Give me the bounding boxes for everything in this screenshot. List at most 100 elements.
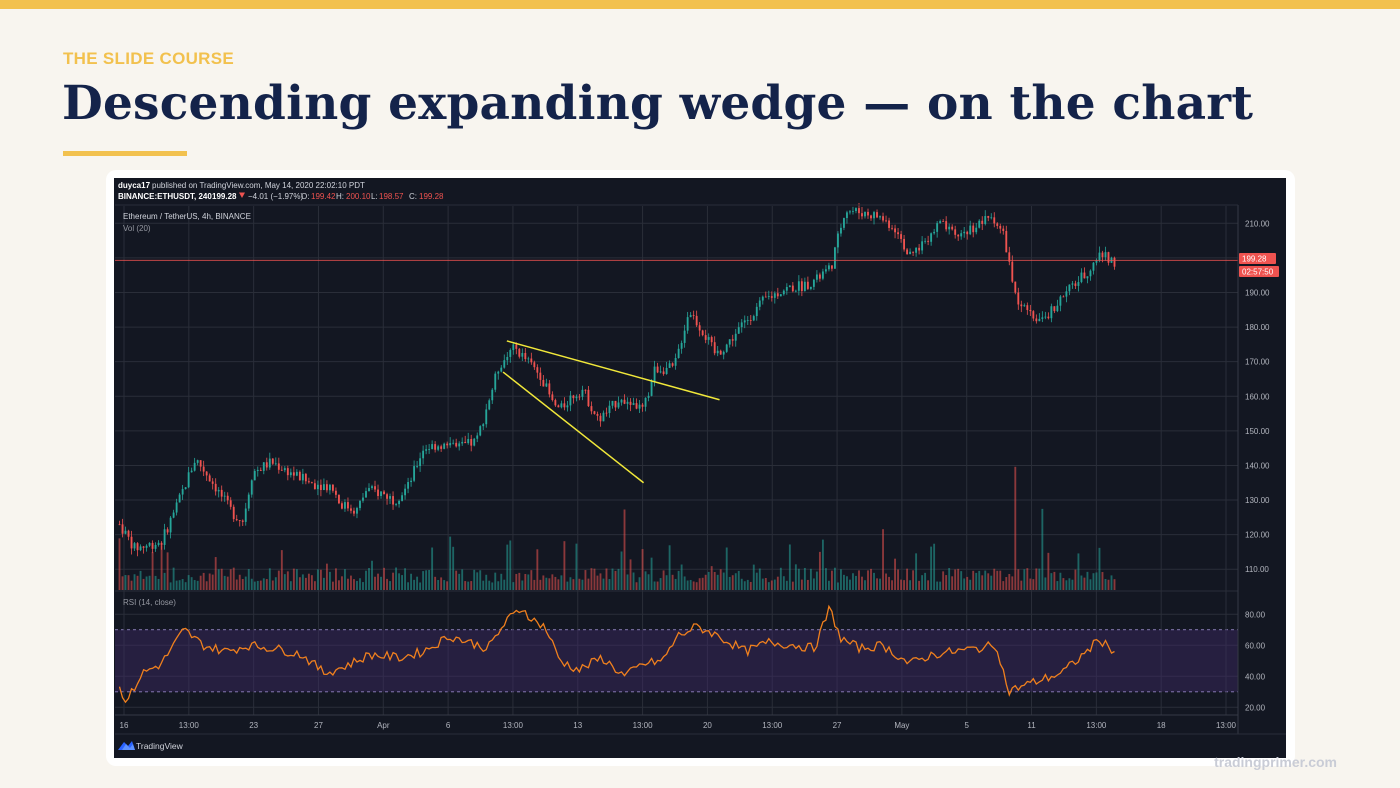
volume-bar <box>800 579 803 590</box>
volume-bar <box>344 569 346 590</box>
tradingview-logo-icon <box>118 741 135 750</box>
candle-body <box>374 486 376 490</box>
candle-body <box>178 494 181 503</box>
volume-bar <box>1083 577 1086 590</box>
volume-bar <box>797 568 800 590</box>
time-tick-label: 13:00 <box>1216 721 1237 730</box>
candle-body <box>196 460 199 463</box>
volume-bar <box>873 572 875 590</box>
volume-bar <box>843 574 845 590</box>
candle-body <box>812 279 815 287</box>
candle-body <box>951 226 954 230</box>
volume-bar <box>139 570 142 590</box>
volume-bar <box>446 581 449 590</box>
candle-body <box>268 458 271 468</box>
candle-body <box>1056 305 1059 312</box>
volume-bar <box>313 581 316 590</box>
candle-body <box>1044 316 1047 318</box>
time-tick-label: 5 <box>964 721 969 730</box>
volume-bar <box>1050 573 1053 590</box>
volume-bar <box>283 574 286 590</box>
volume-bar <box>542 575 545 590</box>
volume-bar <box>861 576 863 590</box>
candle-body <box>377 489 379 496</box>
volume-bar <box>722 572 725 590</box>
candle-body <box>635 403 638 409</box>
volume-bar <box>124 575 127 590</box>
candle-body <box>653 366 656 382</box>
candle-body <box>235 519 238 521</box>
price-tag-box <box>1239 253 1276 264</box>
candle-body <box>524 352 527 360</box>
candle-body <box>806 281 809 289</box>
candle-body <box>154 544 157 549</box>
candle-body <box>407 482 410 489</box>
volume-bar <box>885 573 887 590</box>
volume-bar <box>247 569 250 590</box>
volume-bar <box>707 571 710 590</box>
volume-bar <box>545 577 548 590</box>
time-tick-label: 23 <box>249 721 258 730</box>
candle-body <box>1002 228 1005 232</box>
volume-bar <box>1086 571 1089 590</box>
volume-bar <box>136 575 139 590</box>
candle-body <box>650 381 653 396</box>
candle-body <box>1041 317 1044 319</box>
high-value: 200.10 <box>346 192 371 201</box>
volume-bar <box>419 582 422 590</box>
volume-bar <box>767 582 770 590</box>
candle-body <box>662 371 665 375</box>
candle-body <box>1092 262 1095 271</box>
volume-bar <box>855 575 857 590</box>
volume-bar <box>265 579 268 590</box>
candle-body <box>482 424 485 427</box>
volume-bar <box>298 577 301 590</box>
volume-bar <box>461 569 464 590</box>
volume-bar <box>806 579 809 590</box>
volume-bar <box>310 575 313 590</box>
rsi-line <box>118 604 1115 704</box>
volume-bar <box>554 576 557 590</box>
candle-body <box>292 472 295 476</box>
candle-body <box>413 466 416 481</box>
candle-body <box>665 367 668 375</box>
volume-bar <box>927 580 930 590</box>
candle-body <box>668 363 671 368</box>
volume-bar <box>530 570 533 590</box>
candle-body <box>353 510 355 514</box>
volume-bar <box>815 571 818 590</box>
candle-body <box>1053 306 1056 312</box>
volume-bar <box>512 582 515 590</box>
time-tick-label: 13:00 <box>633 721 654 730</box>
volume-bar <box>641 549 644 590</box>
candle-body <box>749 319 752 321</box>
candle-body <box>271 458 274 464</box>
candle-body <box>347 502 349 509</box>
candle-body <box>602 412 605 422</box>
candle-body <box>286 468 289 476</box>
candle-body <box>785 286 788 291</box>
volume-bar <box>984 570 987 590</box>
candle-body <box>202 466 205 472</box>
volume-bar <box>683 576 686 590</box>
volume-bar <box>1113 579 1116 590</box>
volume-bar <box>289 581 292 590</box>
candle-body <box>208 475 211 482</box>
volume-bar <box>175 580 178 590</box>
volume-bar <box>918 580 921 590</box>
time-axis-ticks: 16 13:00 23 27 Apr 6 13:00 13 13:00 20 13:00 27 May 5… <box>120 721 1237 730</box>
price-tick-label: 170.00 <box>1245 358 1270 367</box>
volume-bar <box>680 564 683 590</box>
candle-body <box>533 362 536 368</box>
time-tick-label: 13:00 <box>503 721 524 730</box>
candle-body <box>241 520 244 522</box>
candle-body <box>590 406 593 412</box>
volume-bar <box>172 567 175 590</box>
volume-bar <box>593 568 596 590</box>
volume-bar <box>268 568 271 590</box>
candle-body <box>455 442 458 447</box>
down-arrow-icon <box>239 192 245 198</box>
volume-bar <box>686 580 689 590</box>
volume-bar <box>849 579 851 590</box>
candle-body <box>431 444 434 450</box>
